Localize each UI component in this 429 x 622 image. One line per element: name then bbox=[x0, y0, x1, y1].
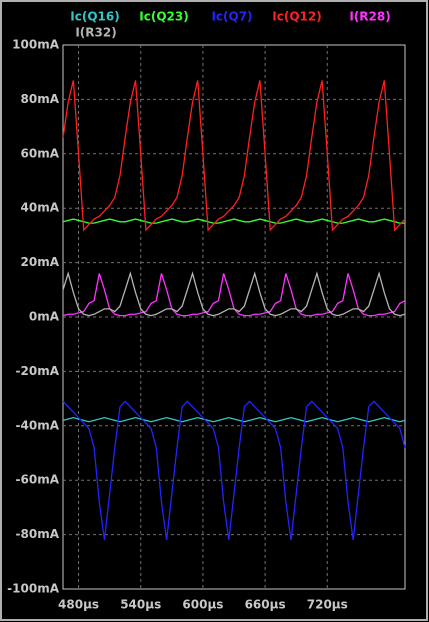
series-line bbox=[62, 400, 406, 541]
series-line bbox=[62, 271, 406, 317]
series-line bbox=[62, 218, 405, 224]
legend-entry: Ic(Q7) bbox=[211, 10, 252, 24]
y-tick-label: -100mA bbox=[7, 582, 60, 596]
y-tick-label: 0mA bbox=[29, 310, 60, 324]
series-line bbox=[62, 80, 406, 232]
series-line bbox=[62, 416, 406, 423]
x-tick-label: 720µs bbox=[307, 598, 348, 612]
y-tick-label: 20mA bbox=[21, 255, 60, 269]
legend-entry: I(R32) bbox=[75, 26, 116, 40]
y-tick-label: -60mA bbox=[16, 473, 60, 487]
legend-entry: I(R28) bbox=[349, 10, 390, 24]
y-tick-label: -80mA bbox=[16, 527, 60, 541]
y-tick-label: 80mA bbox=[21, 92, 60, 106]
legend-entry: Ic(Q16) bbox=[70, 10, 119, 24]
y-tick-label: 40mA bbox=[21, 201, 60, 215]
legend-entry: Ic(Q12) bbox=[272, 10, 321, 24]
y-tick-label: -40mA bbox=[16, 418, 60, 432]
x-tick-label: 540µs bbox=[120, 598, 161, 612]
x-tick-label: 480µs bbox=[58, 598, 99, 612]
y-tick-label: 100mA bbox=[12, 38, 60, 52]
y-tick-label: -20mA bbox=[16, 364, 60, 378]
y-tick-label: 60mA bbox=[21, 146, 60, 160]
x-tick-label: 600µs bbox=[182, 598, 223, 612]
x-tick-label: 660µs bbox=[245, 598, 286, 612]
legend-entry: Ic(Q23) bbox=[139, 10, 188, 24]
